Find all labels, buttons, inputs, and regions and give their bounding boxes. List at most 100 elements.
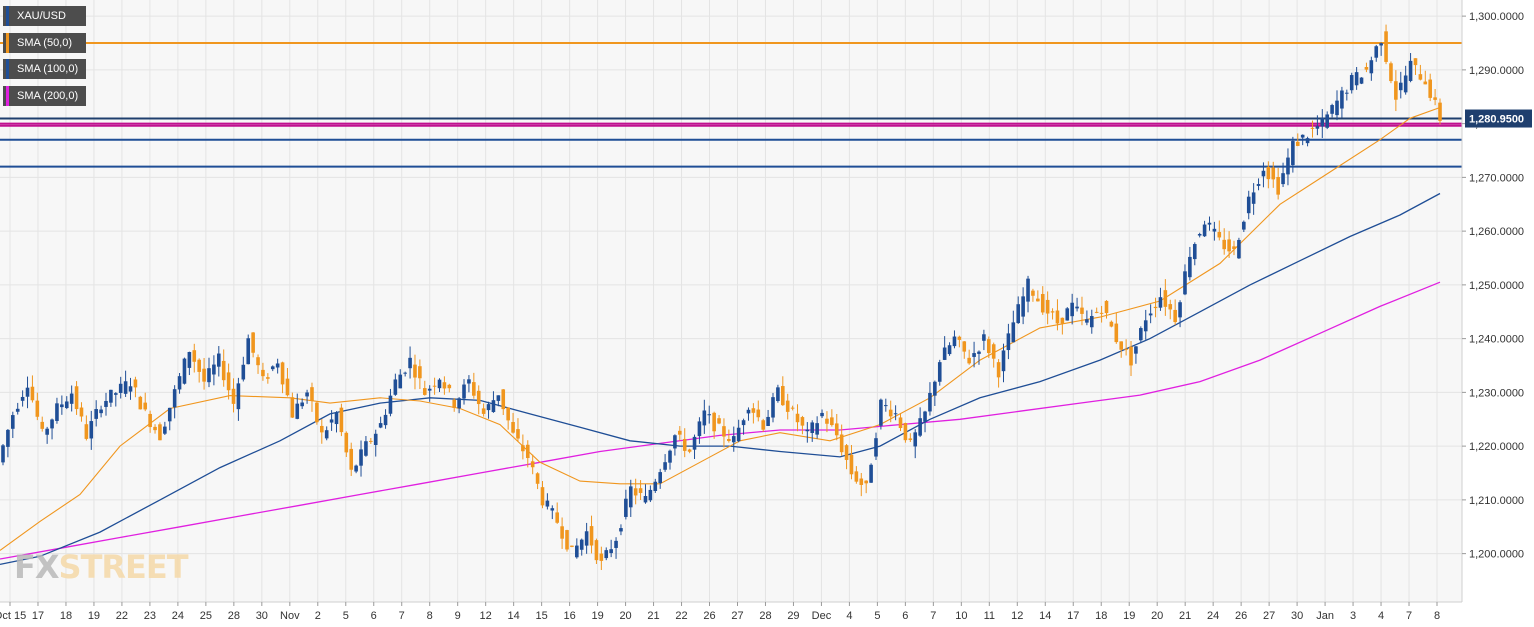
x-tick-label: Oct 15 — [0, 610, 26, 622]
candle-body — [123, 381, 128, 394]
y-axis: 1,200.0000 1,210.0000 1,220.0000 1,230.0000… — [1461, 0, 1524, 602]
x-tick-label: Jan — [1316, 610, 1334, 622]
last-price-label: 1,280.9500 — [1469, 114, 1524, 126]
candle-body — [756, 409, 761, 418]
candle-body — [418, 366, 422, 379]
candle-body — [1158, 297, 1163, 308]
candle-body — [364, 441, 368, 456]
y-tick-label: 1,250.0000 — [1469, 280, 1524, 292]
candle-body — [11, 415, 15, 429]
legend-item-sma100[interactable]: SMA (100,0) — [3, 59, 87, 79]
candle-body — [977, 351, 981, 354]
candle-body — [633, 488, 638, 496]
candle-body — [820, 412, 824, 417]
candle-body — [349, 448, 354, 470]
candle-body — [1011, 322, 1016, 343]
x-tick-label: 4 — [846, 610, 852, 622]
candle-body — [1021, 296, 1025, 317]
x-tick-label: 28 — [759, 610, 771, 622]
candle-body — [1197, 234, 1202, 236]
x-tick-label: 28 — [228, 610, 240, 622]
candle-body — [1394, 81, 1398, 100]
candle-body — [1227, 239, 1231, 252]
candle-body — [1109, 321, 1114, 327]
candle-body — [1094, 311, 1099, 313]
candle-body — [560, 526, 564, 539]
candle-body — [1384, 31, 1388, 62]
x-tick-label: 8 — [427, 610, 433, 622]
candle-body — [731, 436, 736, 443]
candle-body — [187, 352, 192, 368]
x-tick-label: 30 — [1291, 610, 1303, 622]
x-tick-label: 21 — [1179, 610, 1191, 622]
candle-body — [339, 407, 344, 433]
candle-body — [834, 423, 839, 436]
candle-body — [1070, 302, 1074, 317]
candle-body — [1045, 299, 1050, 314]
candle-body — [604, 550, 609, 559]
candle-body — [442, 382, 447, 389]
y-tick-label: 1,260.0000 — [1469, 226, 1524, 238]
candle-body — [1271, 167, 1276, 180]
candle-body — [653, 481, 658, 492]
candle-body — [373, 433, 378, 445]
y-tick-label: 1,200.0000 — [1469, 549, 1524, 561]
candle-body — [830, 417, 834, 426]
candle-body — [687, 449, 692, 452]
x-tick-label: 21 — [647, 610, 659, 622]
legend-swatch — [6, 32, 9, 53]
candle-body — [1335, 100, 1339, 116]
x-tick-label: 24 — [1207, 610, 1219, 622]
candle-body — [928, 392, 932, 412]
candle-body — [668, 450, 672, 463]
candle-body — [158, 424, 162, 441]
candle-body — [1192, 244, 1197, 260]
candle-body — [771, 397, 775, 418]
candle-body — [1036, 298, 1040, 302]
candle-body — [472, 382, 476, 396]
x-tick-label: 10 — [955, 610, 967, 622]
x-tick-label: 25 — [200, 610, 212, 622]
candle-body — [467, 379, 471, 384]
candle-body — [369, 440, 373, 442]
candle-body — [1217, 231, 1222, 238]
candle-body — [344, 432, 349, 453]
candle-body — [986, 339, 991, 354]
candle-body — [1104, 300, 1109, 314]
candle-body — [790, 407, 795, 409]
candle-body — [447, 384, 452, 389]
candle-body — [1256, 184, 1261, 186]
candle-body — [30, 386, 35, 401]
candle-body — [1266, 166, 1271, 180]
legend-item-sma200[interactable]: SMA (200,0) — [3, 85, 87, 106]
candle-body — [746, 409, 751, 414]
candle-body — [849, 454, 854, 475]
candle-body — [491, 400, 496, 413]
candle-body — [1031, 290, 1035, 296]
candle-body — [1349, 75, 1354, 91]
legend-item-xauusd[interactable]: XAU/USD — [3, 6, 87, 26]
candle-body — [393, 379, 398, 395]
candle-body — [1330, 105, 1334, 114]
x-tick-label: 8 — [1434, 610, 1440, 622]
candle-body — [118, 383, 123, 393]
candle-body — [614, 540, 618, 548]
candle-body — [947, 345, 952, 355]
candle-body — [69, 393, 74, 404]
candle-body — [888, 409, 893, 417]
x-tick-label: Dec — [812, 610, 832, 622]
candle-body — [481, 408, 486, 414]
candle-body — [270, 366, 275, 370]
x-tick-label: 27 — [731, 610, 743, 622]
x-tick-label: 9 — [455, 610, 461, 622]
legend-label: SMA (200,0) — [17, 89, 79, 102]
candle-body — [638, 488, 643, 493]
candle-body — [810, 422, 815, 433]
candle-body — [957, 336, 962, 340]
legend-item-sma50[interactable]: SMA (50,0) — [3, 32, 87, 53]
candle-body — [550, 508, 555, 511]
candle-body — [1099, 312, 1104, 314]
candle-body — [1119, 341, 1124, 350]
candle-body — [1168, 304, 1173, 310]
candle-body — [923, 411, 927, 422]
